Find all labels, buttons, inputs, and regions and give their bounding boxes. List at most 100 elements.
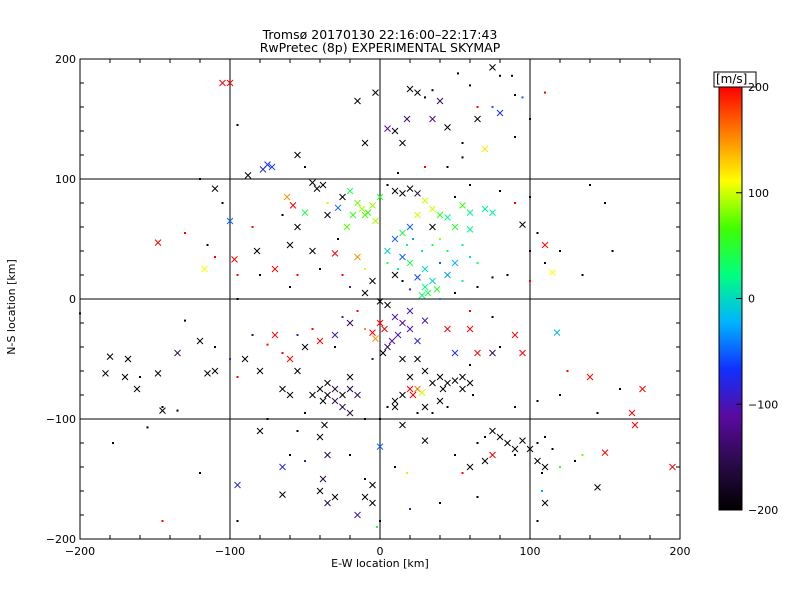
data-point-dot [334,346,336,348]
colorbar-tick-label: 100 [748,187,769,200]
data-point-cross [511,445,519,453]
data-point-dot [476,262,479,264]
data-point-dot [514,454,516,456]
colorbar-unit-box [713,71,757,88]
data-point-cross [346,373,354,381]
data-point-cross [324,211,331,219]
data-point-cross [541,463,549,471]
data-point-dot [289,286,291,288]
data-point-cross [372,89,379,96]
data-point-cross [354,511,361,519]
data-point-cross [444,271,451,279]
data-point-cross [421,403,429,411]
data-point-cross [331,385,339,393]
data-point-dot [454,454,456,456]
data-point-cross [334,204,342,212]
data-point-cross [319,397,327,405]
data-point-cross [369,481,376,489]
y-axis-label: N-S location [km] [5,259,18,355]
data-point-dot [446,406,449,408]
data-point-dot [589,184,591,186]
data-point-cross [244,172,252,179]
data-point-cross [211,185,219,192]
data-point-cross [376,319,384,327]
data-point-cross [394,331,402,339]
data-point-cross [316,433,324,441]
data-point-cross [399,319,406,327]
data-point-dot [521,96,524,99]
data-point-dot [424,166,426,168]
data-point-cross [406,307,414,315]
data-point-cross [331,250,339,257]
data-point-cross [346,187,354,195]
data-point-cross [154,370,162,377]
data-point-cross [399,421,406,429]
data-point-cross [316,487,324,495]
data-point-dot [604,202,606,204]
data-point-cross [436,211,444,219]
data-point-dot [446,166,449,168]
data-point-dot [376,526,378,528]
data-point-dot [289,454,291,456]
data-point-cross [466,226,474,233]
data-point-cross [421,367,429,375]
data-point-cross [124,355,132,363]
data-point-dot [304,166,306,168]
data-point-dot [319,268,321,270]
data-point-dot [469,256,471,258]
data-point-cross [451,349,459,357]
data-point-dot [491,316,494,318]
data-point-dot [341,316,344,318]
data-point-cross [358,205,366,213]
data-point-dot [454,196,456,198]
data-point-cross [489,451,496,459]
data-point-cross [628,409,636,417]
data-point-cross [339,403,346,411]
data-point-cross [201,265,208,273]
data-point-cross [639,385,646,393]
data-point-dot [281,214,284,216]
data-point-cross [301,209,309,216]
data-point-cross [429,277,436,285]
data-point-dot [364,268,366,270]
data-point-cross [399,190,406,197]
data-point-cross [106,353,114,360]
data-point-dot [541,472,543,474]
data-point-dot [559,394,561,396]
data-point-cross [594,484,601,491]
data-point-cross [339,391,346,399]
data-point-dot [266,343,269,346]
data-point-cross [286,391,294,399]
data-point-dot [409,508,411,510]
data-point-cross [553,329,561,336]
data-point-cross [504,439,511,447]
data-point-cross [234,481,241,489]
data-point-cross [418,292,426,299]
data-point-cross [601,449,609,456]
data-point-cross [354,199,361,207]
data-point-cross [481,205,489,213]
data-point-dot [469,84,471,87]
data-point-cross [231,256,238,263]
data-point-dot [341,274,344,276]
data-point-dot [139,376,141,378]
data-point-dot [431,244,434,246]
data-point-dot [439,502,441,504]
data-point-cross [256,367,264,375]
data-point-cross [489,349,496,357]
data-point-cross [376,443,384,450]
data-point-cross [444,325,451,333]
data-point-dot [551,448,554,450]
data-point-dot [446,250,449,252]
data-point-dot [379,520,381,522]
data-point-dot [476,496,479,498]
data-point-cross [451,377,459,384]
colorbar-unit-label: [m/s] [716,72,748,86]
x-axis-label: E-W location [km] [331,557,429,570]
data-point-cross [346,319,354,327]
data-point-cross [496,109,504,117]
data-point-cross [226,217,234,225]
data-point-cross [279,491,286,498]
data-point-dot [536,400,539,402]
data-point-cross [259,166,267,173]
